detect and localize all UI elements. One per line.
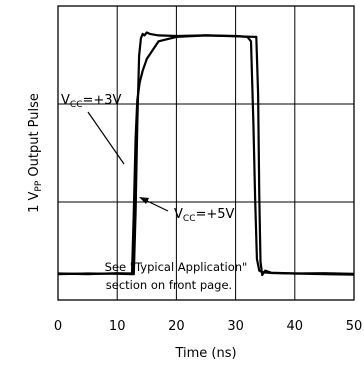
x-tick-label: 40 xyxy=(287,319,304,334)
note-line-1: See "Typical Application" xyxy=(105,260,248,274)
grid xyxy=(57,5,355,301)
series-group xyxy=(57,31,355,277)
annotation-vcc5: VCC=+5V xyxy=(174,207,235,224)
annotation-vcc3-sub: CC xyxy=(70,100,83,110)
annotation-vcc3-rest: =+3V xyxy=(82,93,121,108)
y-axis-label: 1 VPP Output Pulse xyxy=(27,93,44,213)
x-tick-labels: 0 10 20 30 40 50 xyxy=(54,319,362,334)
annotation-vcc5-arrowhead xyxy=(139,197,149,204)
plot-frame xyxy=(57,5,355,301)
x-tick-label: 0 xyxy=(54,319,62,334)
annotation-vcc3: VCC=+3V xyxy=(61,93,122,110)
x-tick-label: 50 xyxy=(346,319,363,334)
y-axis-label-sub: PP xyxy=(34,180,44,191)
annotation-vcc3-pointer xyxy=(87,111,125,165)
y-axis-label-main: 1 V xyxy=(27,192,42,213)
annotation-vcc5-sub: CC xyxy=(183,214,196,224)
note-line-2: section on front page. xyxy=(106,278,232,292)
x-tick-label: 10 xyxy=(109,319,126,334)
x-axis-label: Time (ns) xyxy=(174,346,236,361)
annotation-vcc5-rest: =+5V xyxy=(195,207,234,222)
x-tick-label: 30 xyxy=(227,319,244,334)
series-line-vcc3 xyxy=(57,34,355,276)
annotation-vcc3-main: V xyxy=(61,93,70,108)
y-axis-label-rest: Output Pulse xyxy=(27,93,42,181)
x-tick-label: 20 xyxy=(168,319,185,334)
series-line-vcc5 xyxy=(57,31,355,277)
annotation-vcc5-main: V xyxy=(174,207,183,222)
